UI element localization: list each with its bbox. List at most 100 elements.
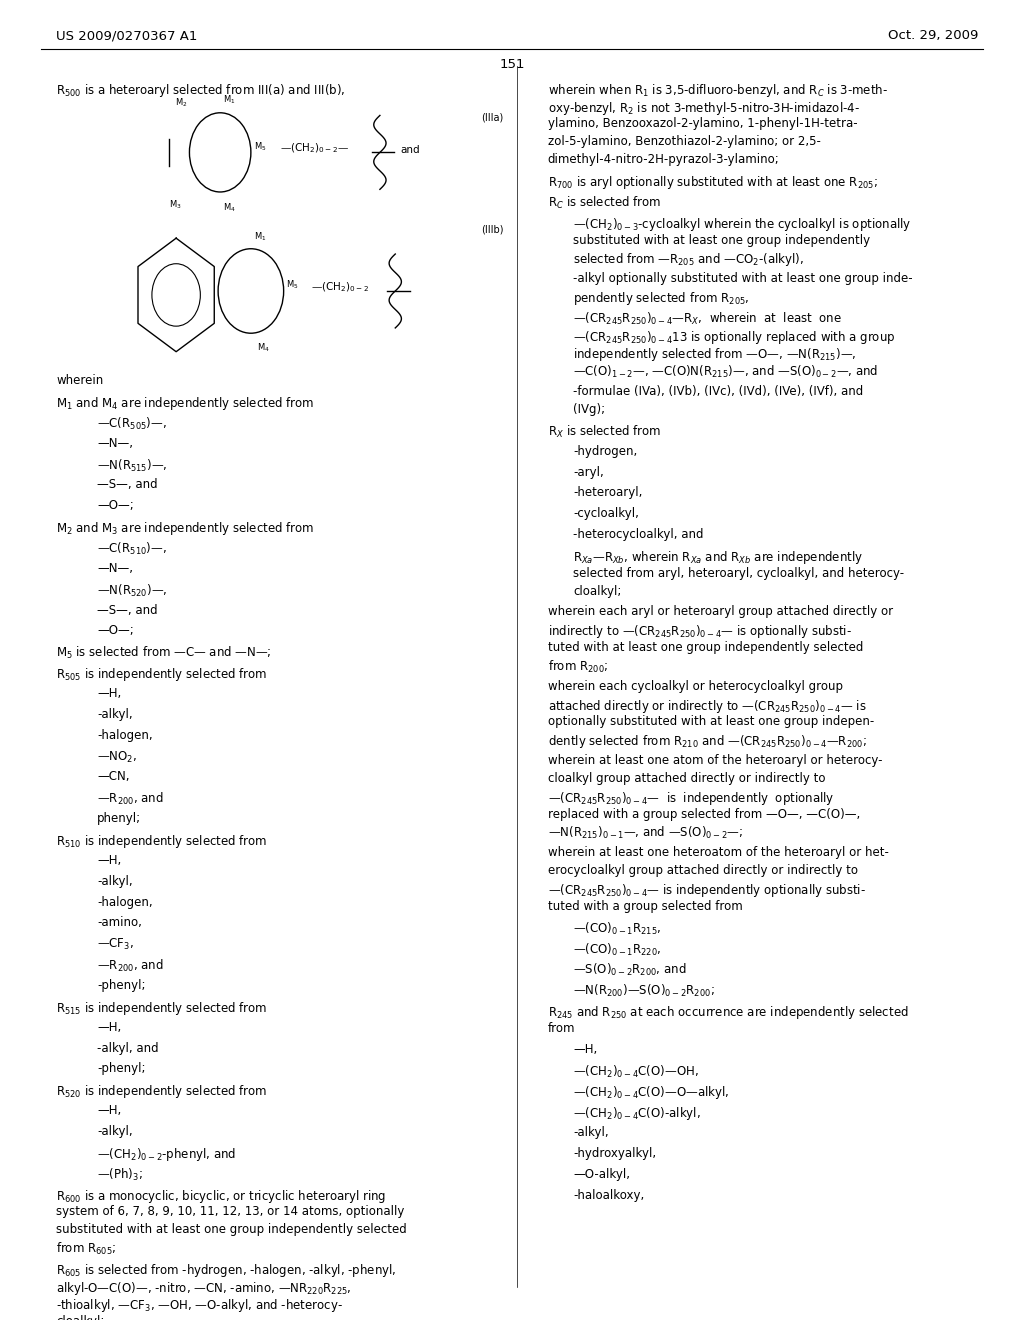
Text: -heterocycloalkyl, and: -heterocycloalkyl, and (573, 528, 703, 541)
Text: -haloalkoxy,: -haloalkoxy, (573, 1188, 645, 1201)
Text: selected from —R$_{205}$ and —CO$_2$-(alkyl),: selected from —R$_{205}$ and —CO$_2$-(al… (573, 251, 804, 268)
Text: M$_5$: M$_5$ (254, 141, 266, 153)
Text: substituted with at least one group independently: substituted with at least one group inde… (573, 234, 870, 247)
Text: -alkyl, and: -alkyl, and (97, 1041, 159, 1055)
Text: Oct. 29, 2009: Oct. 29, 2009 (888, 29, 978, 42)
Text: -formulae (IVa), (IVb), (IVc), (IVd), (IVe), (IVf), and: -formulae (IVa), (IVb), (IVc), (IVd), (I… (573, 385, 863, 399)
Text: R$_X$ is selected from: R$_X$ is selected from (548, 424, 660, 440)
Text: (IVg);: (IVg); (573, 403, 605, 416)
Text: (IIIa): (IIIa) (481, 112, 504, 123)
Text: -halogen,: -halogen, (97, 729, 153, 742)
Text: tuted with a group selected from: tuted with a group selected from (548, 900, 742, 912)
Text: wherein at least one atom of the heteroaryl or heterocy-: wherein at least one atom of the heteroa… (548, 754, 883, 767)
Text: —C(R$_{510}$)—,: —C(R$_{510}$)—, (97, 541, 167, 557)
Text: cloalkyl group attached directly or indirectly to: cloalkyl group attached directly or indi… (548, 772, 825, 785)
Text: M$_2$: M$_2$ (175, 96, 187, 108)
Text: erocycloalkyl group attached directly or indirectly to: erocycloalkyl group attached directly or… (548, 865, 858, 876)
Text: M$_3$: M$_3$ (169, 198, 181, 211)
Text: from: from (548, 1022, 575, 1035)
Text: R$_{700}$ is aryl optionally substituted with at least one R$_{205}$;: R$_{700}$ is aryl optionally substituted… (548, 174, 878, 191)
Text: -hydrogen,: -hydrogen, (573, 445, 638, 458)
Text: R$_{600}$ is a monocyclic, bicyclic, or tricyclic heteroaryl ring: R$_{600}$ is a monocyclic, bicyclic, or … (56, 1188, 387, 1205)
Text: R$_{245}$ and R$_{250}$ at each occurrence are independently selected: R$_{245}$ and R$_{250}$ at each occurren… (548, 1005, 908, 1020)
Text: —(CO)$_{0-1}$R$_{215}$,: —(CO)$_{0-1}$R$_{215}$, (573, 920, 662, 937)
Text: wherein each aryl or heteroaryl group attached directly or: wherein each aryl or heteroaryl group at… (548, 606, 893, 619)
Text: —N—,: —N—, (97, 562, 133, 574)
Text: —N(R$_{515}$)—,: —N(R$_{515}$)—, (97, 458, 168, 474)
Text: -amino,: -amino, (97, 916, 142, 929)
Text: 151: 151 (500, 58, 524, 71)
Text: —(CH$_2$)$_{0-3}$-cycloalkyl wherein the cycloalkyl is optionally: —(CH$_2$)$_{0-3}$-cycloalkyl wherein the… (573, 215, 912, 232)
Text: indirectly to —(CR$_{245}$R$_{250}$)$_{0-4}$— is optionally substi-: indirectly to —(CR$_{245}$R$_{250}$)$_{0… (548, 623, 852, 640)
Text: —N—,: —N—, (97, 437, 133, 450)
Text: US 2009/0270367 A1: US 2009/0270367 A1 (56, 29, 198, 42)
Text: M$_1$: M$_1$ (223, 94, 236, 106)
Text: —O-alkyl,: —O-alkyl, (573, 1168, 631, 1181)
Text: —N(R$_{215}$)$_{0-1}$—, and —S(O)$_{0-2}$—;: —N(R$_{215}$)$_{0-1}$—, and —S(O)$_{0-2}… (548, 825, 743, 841)
Text: from R$_{200}$;: from R$_{200}$; (548, 659, 608, 675)
Text: —(CH$_2$)$_{0-4}$C(O)-alkyl,: —(CH$_2$)$_{0-4}$C(O)-alkyl, (573, 1105, 701, 1122)
Text: -thioalkyl, —CF$_3$, —OH, —O-alkyl, and -heterocy-: -thioalkyl, —CF$_3$, —OH, —O-alkyl, and … (56, 1298, 343, 1315)
Text: -halogen,: -halogen, (97, 895, 153, 908)
Text: -alkyl optionally substituted with at least one group inde-: -alkyl optionally substituted with at le… (573, 272, 913, 285)
Text: —(CH$_2$)$_{0-2}$—: —(CH$_2$)$_{0-2}$— (280, 141, 348, 156)
Text: M$_4$: M$_4$ (257, 341, 269, 354)
Text: —(CR$_{245}$R$_{250}$)$_{0-4}$13 is optionally replaced with a group: —(CR$_{245}$R$_{250}$)$_{0-4}$13 is opti… (573, 329, 896, 346)
Text: —(CH$_2$)$_{0-2}$: —(CH$_2$)$_{0-2}$ (311, 280, 370, 294)
Text: -heteroaryl,: -heteroaryl, (573, 486, 643, 499)
Text: M$_2$ and M$_3$ are independently selected from: M$_2$ and M$_3$ are independently select… (56, 520, 314, 537)
Text: cloalkyl;: cloalkyl; (56, 1315, 104, 1320)
Text: cloalkyl;: cloalkyl; (573, 585, 622, 598)
Text: R$_{510}$ is independently selected from: R$_{510}$ is independently selected from (56, 833, 267, 850)
Text: —H,: —H, (573, 1043, 598, 1056)
Text: M$_5$: M$_5$ (286, 279, 298, 290)
Text: —S(O)$_{0-2}$R$_{200}$, and: —S(O)$_{0-2}$R$_{200}$, and (573, 962, 687, 978)
Text: R$_{Xa}$—R$_{Xb}$, wherein R$_{Xa}$ and R$_{Xb}$ are independently: R$_{Xa}$—R$_{Xb}$, wherein R$_{Xa}$ and … (573, 549, 863, 566)
Text: -hydroxyalkyl,: -hydroxyalkyl, (573, 1147, 656, 1160)
Text: wherein each cycloalkyl or heterocycloalkyl group: wherein each cycloalkyl or heterocycloal… (548, 680, 843, 693)
Text: oxy-benzyl, R$_2$ is not 3-methyl-5-nitro-3H-imidazol-4-: oxy-benzyl, R$_2$ is not 3-methyl-5-nitr… (548, 100, 860, 116)
Text: dently selected from R$_{210}$ and —(CR$_{245}$R$_{250}$)$_{0-4}$—R$_{200}$;: dently selected from R$_{210}$ and —(CR$… (548, 733, 866, 750)
Text: —H,: —H, (97, 1020, 122, 1034)
Text: optionally substituted with at least one group indepen-: optionally substituted with at least one… (548, 715, 874, 729)
Text: —(CH$_2$)$_{0-4}$C(O)—OH,: —(CH$_2$)$_{0-4}$C(O)—OH, (573, 1064, 699, 1080)
Text: —H,: —H, (97, 854, 122, 867)
Text: —N(R$_{520}$)—,: —N(R$_{520}$)—, (97, 582, 168, 599)
Text: -aryl,: -aryl, (573, 466, 604, 479)
Text: tuted with at least one group independently selected: tuted with at least one group independen… (548, 642, 863, 655)
Text: R$_{605}$ is selected from -hydrogen, -halogen, -alkyl, -phenyl,: R$_{605}$ is selected from -hydrogen, -h… (56, 1262, 396, 1279)
Text: attached directly or indirectly to —(CR$_{245}$R$_{250}$)$_{0-4}$— is: attached directly or indirectly to —(CR$… (548, 697, 866, 714)
Text: —(Ph)$_3$;: —(Ph)$_3$; (97, 1167, 143, 1183)
Text: wherein at least one heteroatom of the heteroaryl or het-: wherein at least one heteroatom of the h… (548, 846, 889, 859)
Text: M$_5$ is selected from —C— and —N—;: M$_5$ is selected from —C— and —N—; (56, 645, 272, 661)
Text: —C(R$_{505}$)—,: —C(R$_{505}$)—, (97, 416, 167, 432)
Text: -alkyl,: -alkyl, (97, 708, 133, 721)
Text: selected from aryl, heteroaryl, cycloalkyl, and heterocy-: selected from aryl, heteroaryl, cycloalk… (573, 566, 904, 579)
Text: —(CH$_2$)$_{0-2}$-phenyl, and: —(CH$_2$)$_{0-2}$-phenyl, and (97, 1146, 237, 1163)
Text: —O—;: —O—; (97, 499, 134, 512)
Text: —(CH$_2$)$_{0-4}$C(O)—O—alkyl,: —(CH$_2$)$_{0-4}$C(O)—O—alkyl, (573, 1084, 730, 1101)
Text: M$_1$: M$_1$ (254, 231, 266, 243)
Text: —(CR$_{245}$R$_{250}$)$_{0-4}$—R$_X$,  wherein  at  least  one: —(CR$_{245}$R$_{250}$)$_{0-4}$—R$_X$, wh… (573, 310, 843, 327)
Text: —H,: —H, (97, 686, 122, 700)
Text: —R$_{200}$, and: —R$_{200}$, and (97, 791, 164, 808)
Text: pendently selected from R$_{205}$,: pendently selected from R$_{205}$, (573, 290, 750, 308)
Text: and: and (400, 145, 420, 154)
Text: R$_{500}$ is a heteroaryl selected from III(a) and III(b),: R$_{500}$ is a heteroaryl selected from … (56, 82, 346, 99)
Text: —C(O)$_{1-2}$—, —C(O)N(R$_{215}$)—, and —S(O)$_{0-2}$—, and: —C(O)$_{1-2}$—, —C(O)N(R$_{215}$)—, and … (573, 364, 879, 380)
Text: system of 6, 7, 8, 9, 10, 11, 12, 13, or 14 atoms, optionally: system of 6, 7, 8, 9, 10, 11, 12, 13, or… (56, 1205, 404, 1218)
Text: R$_{505}$ is independently selected from: R$_{505}$ is independently selected from (56, 667, 267, 684)
Text: -alkyl,: -alkyl, (573, 1126, 609, 1139)
Text: M$_1$ and M$_4$ are independently selected from: M$_1$ and M$_4$ are independently select… (56, 395, 314, 412)
Text: R$_C$ is selected from: R$_C$ is selected from (548, 195, 662, 211)
Text: R$_{520}$ is independently selected from: R$_{520}$ is independently selected from (56, 1084, 267, 1101)
Text: -phenyl;: -phenyl; (97, 1063, 145, 1076)
Text: -phenyl;: -phenyl; (97, 979, 145, 991)
Text: —CN,: —CN, (97, 771, 130, 783)
Text: —(CO)$_{0-1}$R$_{220}$,: —(CO)$_{0-1}$R$_{220}$, (573, 941, 662, 957)
Text: M$_4$: M$_4$ (223, 201, 236, 214)
Text: —(CR$_{245}$R$_{250}$)$_{0-4}$—  is  independently  optionally: —(CR$_{245}$R$_{250}$)$_{0-4}$— is indep… (548, 789, 835, 807)
Text: replaced with a group selected from —O—, —C(O)—,: replaced with a group selected from —O—,… (548, 808, 860, 821)
Text: —O—;: —O—; (97, 624, 134, 638)
Text: dimethyl-4-nitro-2H-pyrazol-3-ylamino;: dimethyl-4-nitro-2H-pyrazol-3-ylamino; (548, 153, 779, 166)
